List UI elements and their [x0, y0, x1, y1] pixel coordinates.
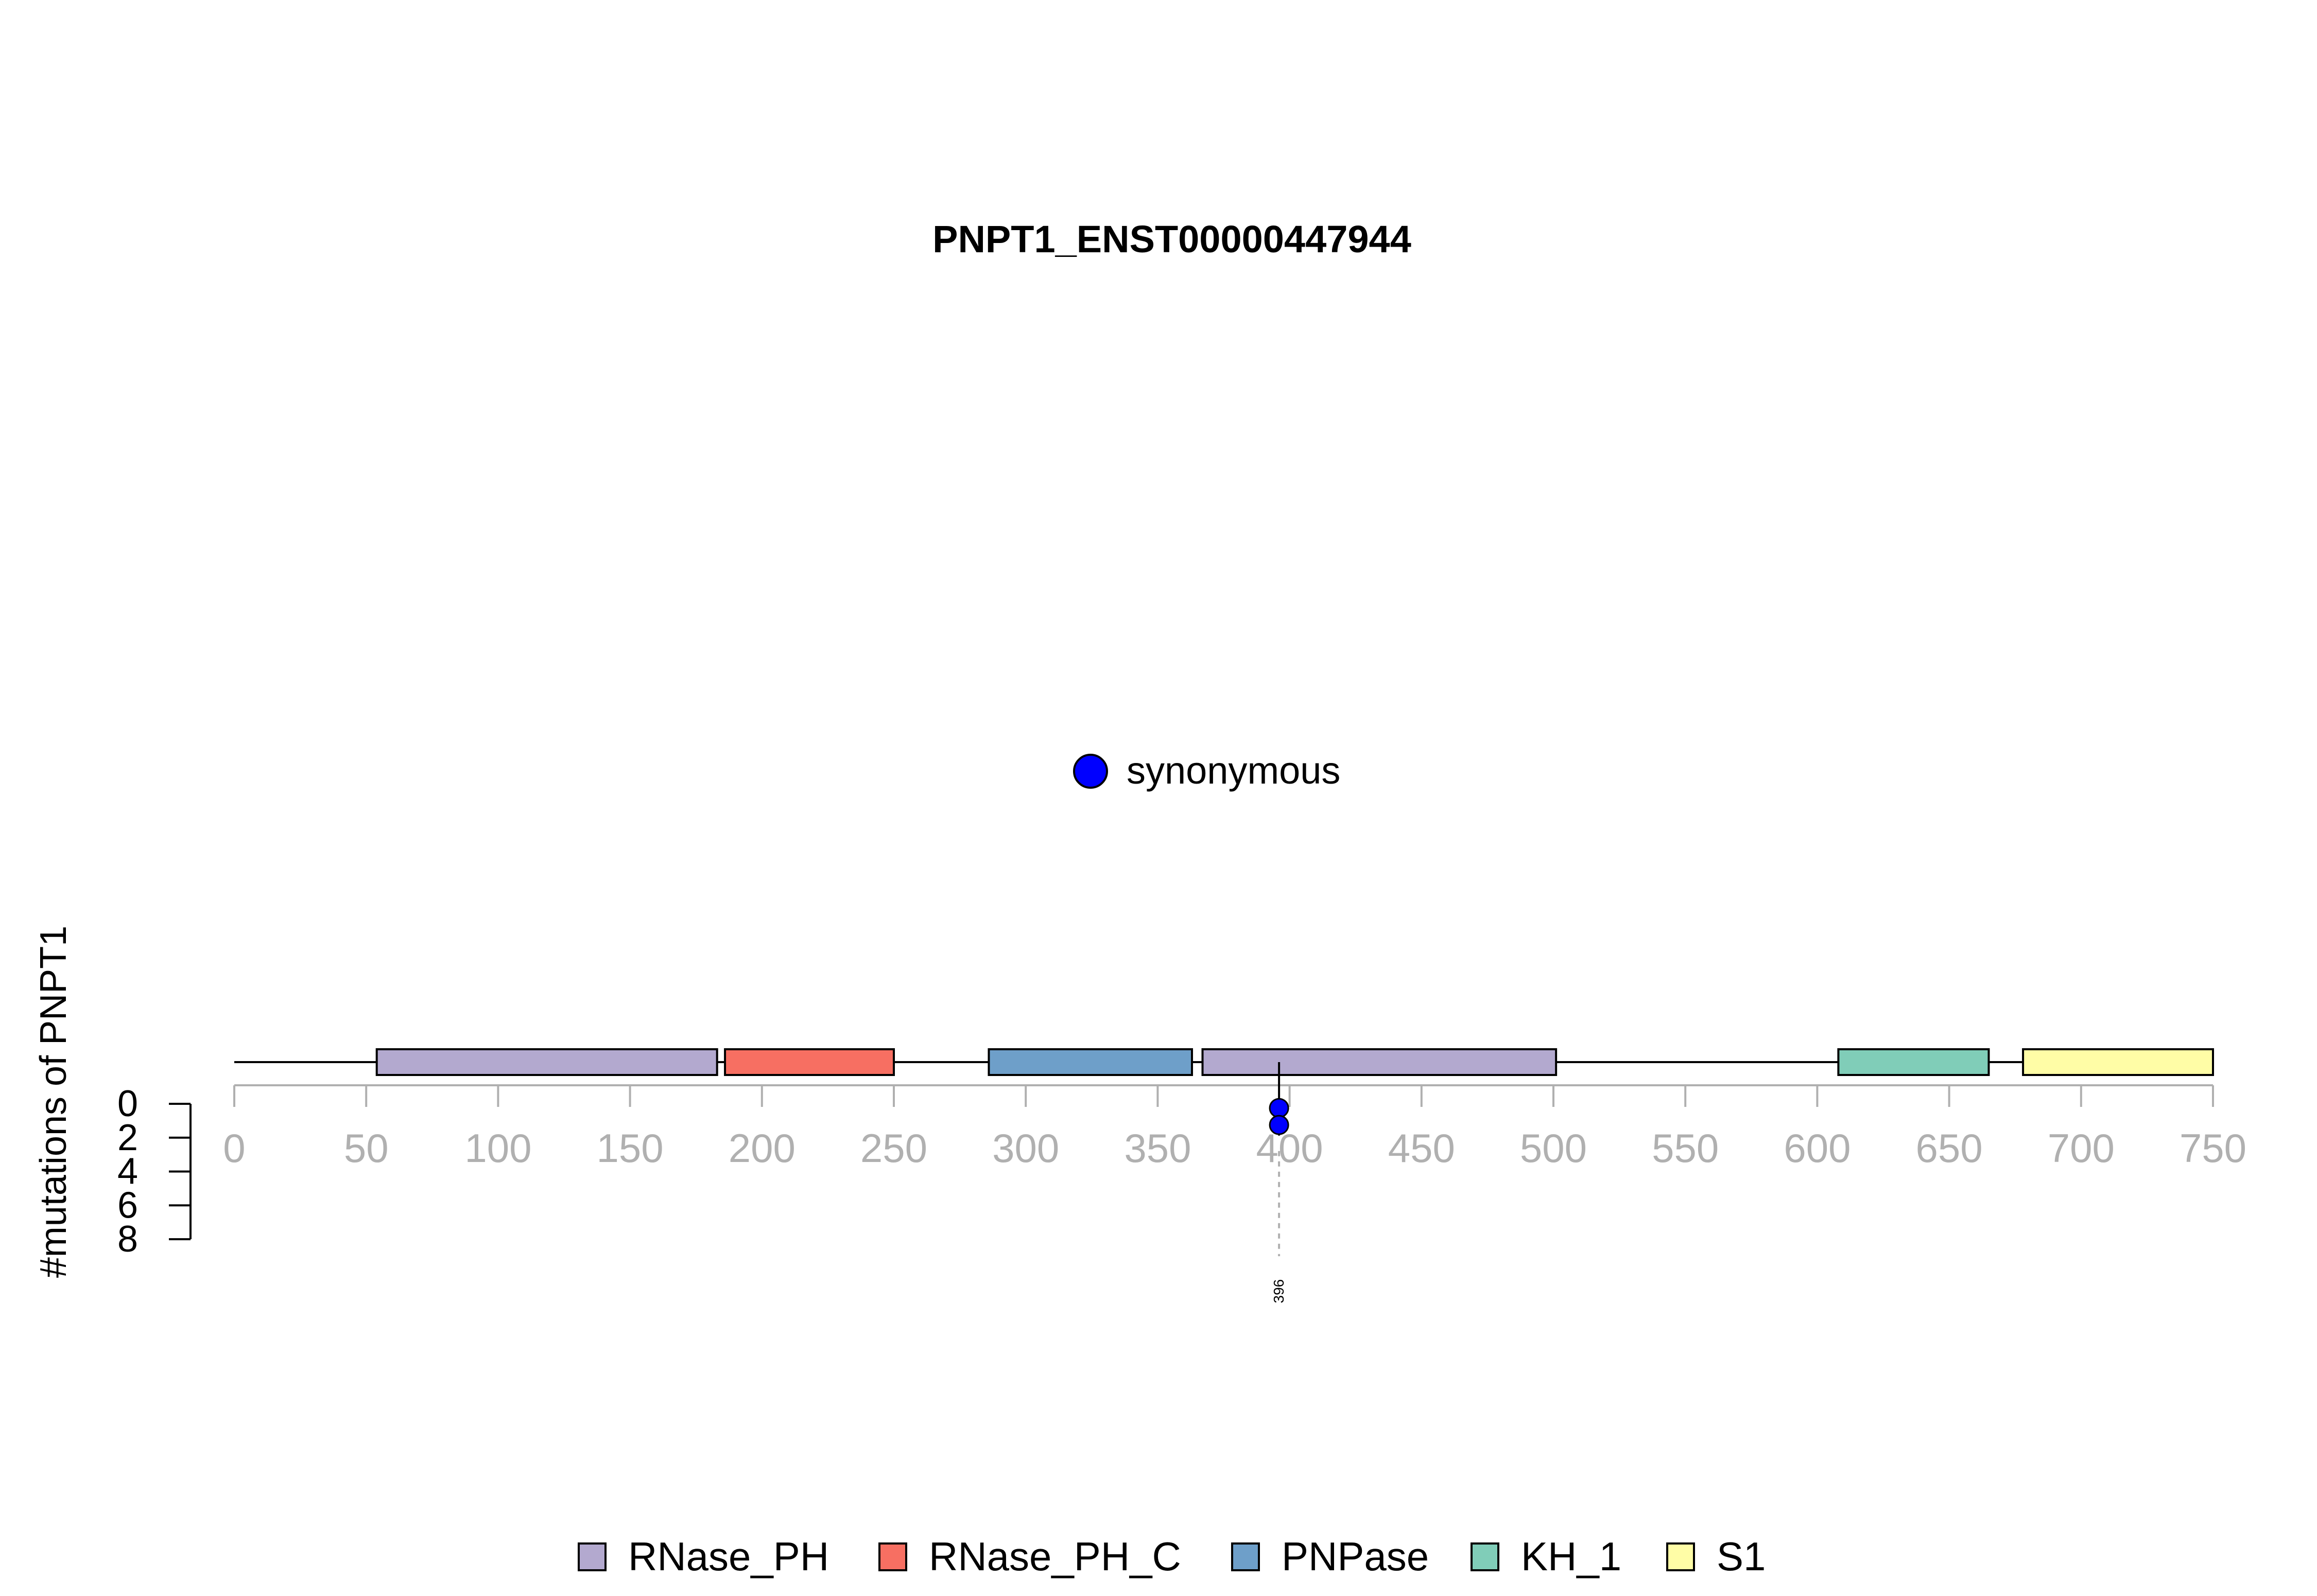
- x-tick-label: 200: [729, 1125, 796, 1171]
- domain-box: [988, 1048, 1194, 1076]
- domain-legend-label: RNase_PH: [628, 1534, 829, 1579]
- y-tick-label: 8: [117, 1219, 138, 1260]
- chart-title: PNPT1_ENST00000447944: [932, 218, 1411, 261]
- domain-legend-label: KH_1: [1521, 1534, 1621, 1579]
- x-tick-label: 400: [1256, 1125, 1323, 1171]
- x-tick-label: 550: [1652, 1125, 1719, 1171]
- y-tick-label: 2: [117, 1117, 138, 1158]
- domain-legend-swatch: [1471, 1542, 1499, 1571]
- y-tick-label: 4: [117, 1151, 138, 1192]
- domain-box: [375, 1048, 718, 1076]
- x-axis: 0 50 100 150 200 250 300 350 400 450 500 550 600 650 7…: [223, 1084, 2246, 1171]
- y-tick-label: 0: [117, 1083, 138, 1124]
- x-tick-label: 50: [344, 1125, 389, 1171]
- x-tick-label: 650: [1916, 1125, 1983, 1171]
- domain-legend: RNase_PH RNase_PH_C PNPase KH_1 S1: [578, 1534, 1766, 1579]
- domain-legend-label: PNPase: [1282, 1534, 1429, 1579]
- mutation-position-label: 396: [1271, 1279, 1287, 1304]
- mutation-legend-marker: [1073, 754, 1108, 789]
- mutation-point: [1269, 1098, 1289, 1118]
- x-tick-label: 750: [2180, 1125, 2246, 1171]
- y-axis-label: #mutations of PNPT1: [33, 926, 74, 1278]
- domain-track: [375, 1048, 2215, 1076]
- x-tick-label: 500: [1520, 1125, 1587, 1171]
- mutation-legend: synonymous: [1073, 749, 1340, 792]
- x-tick-label: 350: [1124, 1125, 1191, 1171]
- domain-legend-swatch: [878, 1542, 907, 1571]
- mutation-track: 396: [1269, 1062, 1289, 1304]
- domain-legend-swatch: [578, 1542, 607, 1571]
- x-tick-label: 700: [2048, 1125, 2115, 1171]
- x-tick-label: 300: [992, 1125, 1059, 1171]
- domain-box: [1201, 1048, 1558, 1076]
- x-tick-label: 600: [1784, 1125, 1851, 1171]
- domain-legend-label: S1: [1717, 1534, 1766, 1579]
- y-tick-label: 6: [117, 1185, 138, 1226]
- x-tick-label: 100: [464, 1125, 531, 1171]
- domain-box: [724, 1048, 895, 1076]
- x-tick-label: 150: [597, 1125, 664, 1171]
- x-tick-label: 250: [860, 1125, 927, 1171]
- domain-box: [1837, 1048, 1990, 1076]
- domain-legend-label: RNase_PH_C: [929, 1534, 1181, 1579]
- domain-legend-swatch: [1666, 1542, 1695, 1571]
- x-tick-label: 0: [223, 1125, 245, 1171]
- domain-legend-swatch: [1231, 1542, 1260, 1571]
- x-tick-label: 450: [1388, 1125, 1455, 1171]
- mutation-legend-label: synonymous: [1127, 749, 1340, 792]
- mutation-point: [1269, 1115, 1289, 1135]
- domain-box: [2022, 1048, 2215, 1076]
